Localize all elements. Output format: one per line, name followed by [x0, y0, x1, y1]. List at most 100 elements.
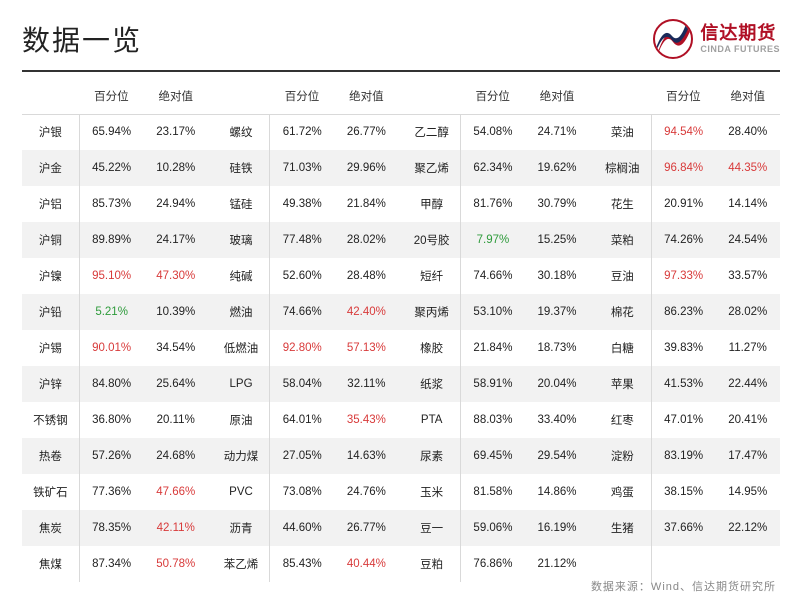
- table-header: 百分位绝对值百分位绝对值百分位绝对值百分位绝对值: [22, 78, 780, 114]
- absolute-value: 57.13%: [334, 330, 398, 366]
- percentile-value: 94.54%: [651, 114, 715, 150]
- absolute-value: 19.62%: [525, 150, 589, 186]
- col-percentile: 百分位: [79, 78, 143, 114]
- percentile-value: 65.94%: [79, 114, 143, 150]
- item-name: 菜油: [594, 114, 651, 150]
- absolute-value: 24.71%: [525, 114, 589, 150]
- absolute-value: 14.95%: [716, 474, 780, 510]
- absolute-value: 21.84%: [334, 186, 398, 222]
- percentile-value: 41.53%: [651, 366, 715, 402]
- absolute-value: 20.41%: [716, 402, 780, 438]
- absolute-value: 28.02%: [334, 222, 398, 258]
- percentile-value: 81.58%: [461, 474, 525, 510]
- percentile-value: 59.06%: [461, 510, 525, 546]
- table-row: 沪铜89.89%24.17%玻璃77.48%28.02%20号胶7.97%15.…: [22, 222, 780, 258]
- percentile-value: 20.91%: [651, 186, 715, 222]
- col-percentile: 百分位: [651, 78, 715, 114]
- percentile-value: 74.66%: [461, 258, 525, 294]
- col-percentile: 百分位: [461, 78, 525, 114]
- item-name: 动力煤: [213, 438, 270, 474]
- item-name: 豆油: [594, 258, 651, 294]
- table-row: 沪锌84.80%25.64%LPG58.04%32.11%纸浆58.91%20.…: [22, 366, 780, 402]
- percentile-value: 81.76%: [461, 186, 525, 222]
- absolute-value: 10.39%: [144, 294, 208, 330]
- absolute-value: 28.02%: [716, 294, 780, 330]
- absolute-value: 14.86%: [525, 474, 589, 510]
- logo-en: CINDA FUTURES: [700, 45, 780, 54]
- logo-icon: [652, 18, 694, 60]
- absolute-value: 29.96%: [334, 150, 398, 186]
- item-name: 20号胶: [403, 222, 460, 258]
- absolute-value: 24.17%: [144, 222, 208, 258]
- item-name: 鸡蛋: [594, 474, 651, 510]
- absolute-value: 44.35%: [716, 150, 780, 186]
- absolute-value: 50.78%: [144, 546, 208, 582]
- absolute-value: 42.40%: [334, 294, 398, 330]
- col-name: [22, 78, 79, 114]
- item-name: 聚乙烯: [403, 150, 460, 186]
- col-absolute: 绝对值: [716, 78, 780, 114]
- absolute-value: 14.14%: [716, 186, 780, 222]
- percentile-value: 7.97%: [461, 222, 525, 258]
- item-name: 沪铜: [22, 222, 79, 258]
- item-name: 焦煤: [22, 546, 79, 582]
- item-name: 菜粕: [594, 222, 651, 258]
- percentile-value: 86.23%: [651, 294, 715, 330]
- table-row: 沪铝85.73%24.94%锰硅49.38%21.84%甲醇81.76%30.7…: [22, 186, 780, 222]
- item-name: 玻璃: [213, 222, 270, 258]
- item-name: 沪银: [22, 114, 79, 150]
- absolute-value: 28.40%: [716, 114, 780, 150]
- percentile-value: 77.36%: [79, 474, 143, 510]
- item-name: 热卷: [22, 438, 79, 474]
- item-name: 焦炭: [22, 510, 79, 546]
- percentile-value: 78.35%: [79, 510, 143, 546]
- percentile-value: 74.66%: [270, 294, 334, 330]
- item-name: PVC: [213, 474, 270, 510]
- absolute-value: 21.12%: [525, 546, 589, 582]
- percentile-value: 92.80%: [270, 330, 334, 366]
- table-body: 沪银65.94%23.17%螺纹61.72%26.77%乙二醇54.08%24.…: [22, 114, 780, 582]
- table-row: 沪金45.22%10.28%硅铁71.03%29.96%聚乙烯62.34%19.…: [22, 150, 780, 186]
- item-name: 棕榈油: [594, 150, 651, 186]
- col-name: [213, 78, 270, 114]
- absolute-value: 10.28%: [144, 150, 208, 186]
- percentile-value: 61.72%: [270, 114, 334, 150]
- col-name: [594, 78, 651, 114]
- percentile-value: 74.26%: [651, 222, 715, 258]
- item-name: 原油: [213, 402, 270, 438]
- item-name: 淀粉: [594, 438, 651, 474]
- absolute-value: 22.44%: [716, 366, 780, 402]
- item-name: 铁矿石: [22, 474, 79, 510]
- page-title: 数据一览: [22, 19, 142, 59]
- percentile-value: 58.04%: [270, 366, 334, 402]
- percentile-value: 96.84%: [651, 150, 715, 186]
- item-name: 沪锡: [22, 330, 79, 366]
- absolute-value: 40.44%: [334, 546, 398, 582]
- item-name: 沪铝: [22, 186, 79, 222]
- percentile-value: 71.03%: [270, 150, 334, 186]
- percentile-value: 77.48%: [270, 222, 334, 258]
- table-row: 铁矿石77.36%47.66%PVC73.08%24.76%玉米81.58%14…: [22, 474, 780, 510]
- absolute-value: 14.63%: [334, 438, 398, 474]
- percentile-value: 58.91%: [461, 366, 525, 402]
- item-name: 玉米: [403, 474, 460, 510]
- data-table: 百分位绝对值百分位绝对值百分位绝对值百分位绝对值 沪银65.94%23.17%螺…: [22, 78, 780, 582]
- percentile-value: [651, 546, 715, 582]
- logo-cn: 信达期货: [700, 24, 780, 42]
- item-name: 沪锌: [22, 366, 79, 402]
- absolute-value: 26.77%: [334, 510, 398, 546]
- header: 数据一览 信达期货 CINDA FUTURES: [22, 18, 780, 72]
- absolute-value: 19.37%: [525, 294, 589, 330]
- percentile-value: 89.89%: [79, 222, 143, 258]
- absolute-value: 11.27%: [716, 330, 780, 366]
- percentile-value: 53.10%: [461, 294, 525, 330]
- percentile-value: 36.80%: [79, 402, 143, 438]
- percentile-value: 57.26%: [79, 438, 143, 474]
- percentile-value: 88.03%: [461, 402, 525, 438]
- percentile-value: 90.01%: [79, 330, 143, 366]
- absolute-value: 22.12%: [716, 510, 780, 546]
- absolute-value: 28.48%: [334, 258, 398, 294]
- item-name: 纯碱: [213, 258, 270, 294]
- table-row: 沪镍95.10%47.30%纯碱52.60%28.48%短纤74.66%30.1…: [22, 258, 780, 294]
- percentile-value: 83.19%: [651, 438, 715, 474]
